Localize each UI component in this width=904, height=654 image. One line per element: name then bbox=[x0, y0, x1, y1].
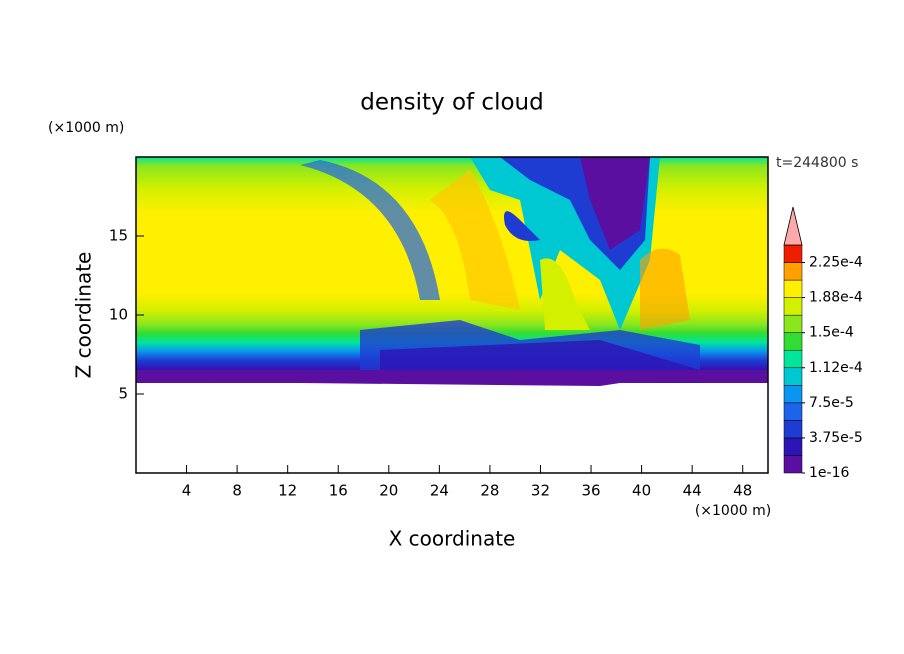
colorbar-band bbox=[783, 244, 803, 263]
colorbar-tick-label: 1.5e-4 bbox=[809, 325, 854, 341]
x-tick-label: 48 bbox=[733, 482, 752, 500]
colorbar-band bbox=[783, 314, 803, 333]
x-tick-label: 8 bbox=[232, 482, 242, 500]
colorbar-band bbox=[783, 262, 803, 281]
colorbar-tick-label: 1.88e-4 bbox=[809, 290, 863, 306]
colorbar-tick-label: 3.75e-5 bbox=[809, 430, 863, 446]
colorbar-extend bbox=[783, 206, 803, 246]
colorbar-band bbox=[783, 297, 803, 316]
y-tick-label: 5 bbox=[118, 385, 128, 403]
x-tick-label: 20 bbox=[379, 482, 398, 500]
colorbar-band bbox=[783, 437, 803, 456]
y-tick-label: 10 bbox=[109, 306, 128, 324]
x-tick-label: 16 bbox=[329, 482, 348, 500]
colorbar-tick-label: 2.25e-4 bbox=[809, 255, 863, 271]
colorbar-band bbox=[783, 367, 803, 386]
x-tick-label: 12 bbox=[278, 482, 297, 500]
x-axis-title: X coordinate bbox=[389, 527, 516, 551]
colorbar-band bbox=[783, 420, 803, 439]
x-tick-label: 40 bbox=[632, 482, 651, 500]
colorbar-band bbox=[783, 332, 803, 351]
colorbar-tick-label: 1e-16 bbox=[809, 465, 849, 481]
time-annotation: t=244800 s bbox=[776, 155, 858, 171]
colorbar-band bbox=[783, 455, 803, 474]
colorbar-tick-label: 1.12e-4 bbox=[809, 360, 863, 376]
x-unit: (×1000 m) bbox=[695, 503, 771, 519]
x-tick-label: 32 bbox=[531, 482, 550, 500]
colorbar-band bbox=[783, 402, 803, 421]
y-axis-title: Z coordinate bbox=[72, 252, 96, 379]
colorbar-band bbox=[783, 279, 803, 298]
y-unit: (×1000 m) bbox=[48, 120, 124, 136]
x-tick-label: 44 bbox=[683, 482, 702, 500]
chart-title: density of cloud bbox=[360, 90, 543, 116]
x-tick-label: 36 bbox=[581, 482, 600, 500]
x-tick-label: 28 bbox=[480, 482, 499, 500]
colorbar-tick-label: 7.5e-5 bbox=[809, 395, 854, 411]
x-tick-label: 4 bbox=[182, 482, 192, 500]
contour-field bbox=[136, 157, 768, 386]
colorbar-band bbox=[783, 349, 803, 369]
colorbar-band bbox=[783, 385, 803, 404]
x-tick-label: 24 bbox=[430, 482, 449, 500]
y-tick-label: 15 bbox=[109, 227, 128, 245]
